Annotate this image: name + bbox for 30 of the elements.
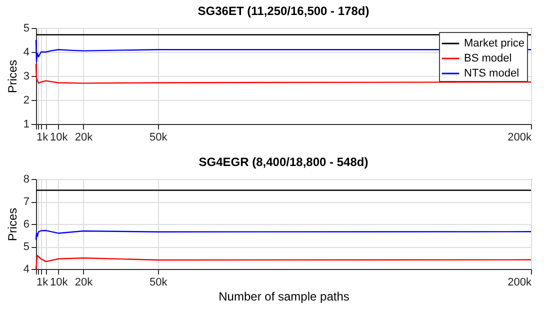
y-axis-title: Prices — [5, 208, 20, 242]
y-tick-label: 6 — [23, 218, 30, 230]
y-tick-label: 8 — [23, 174, 30, 186]
line-series — [35, 230, 532, 240]
x-tick-label: 200k — [508, 132, 532, 144]
y-tick-label: 5 — [23, 22, 30, 34]
y-axis-title: Prices — [5, 60, 20, 94]
y-tick-label: 5 — [23, 241, 30, 253]
y-tick-label: 4 — [23, 46, 30, 58]
x-tick-label: 1k — [36, 276, 49, 288]
y-tick-label: 7 — [23, 196, 30, 208]
legend-label: Market price — [464, 38, 525, 50]
x-tick-label: 10k — [50, 276, 68, 288]
chart-title: SG4EGR (8,400/18,800 - 548d) — [198, 155, 368, 169]
y-tick-label: 1 — [23, 118, 30, 130]
x-tick-label: 1k — [36, 132, 49, 144]
x-tick-label: 50k — [150, 276, 168, 288]
y-tick-label: 3 — [23, 70, 30, 82]
x-tick-label: 10k — [50, 132, 68, 144]
y-tick-label: 4 — [23, 264, 30, 276]
legend-label: BS model — [464, 52, 512, 64]
x-tick-label: 20k — [74, 132, 94, 144]
y-tick-label: 2 — [23, 94, 30, 106]
legend-label: NTS model — [464, 68, 520, 80]
x-tick-label: 20k — [74, 276, 94, 288]
x-tick-label: 50k — [150, 132, 168, 144]
line-series — [35, 63, 532, 84]
x-axis-title: Number of sample paths — [218, 290, 350, 304]
x-tick-label: 200k — [508, 276, 532, 288]
chart-title: SG36ET (11,250/16,500 - 178d) — [198, 4, 370, 18]
